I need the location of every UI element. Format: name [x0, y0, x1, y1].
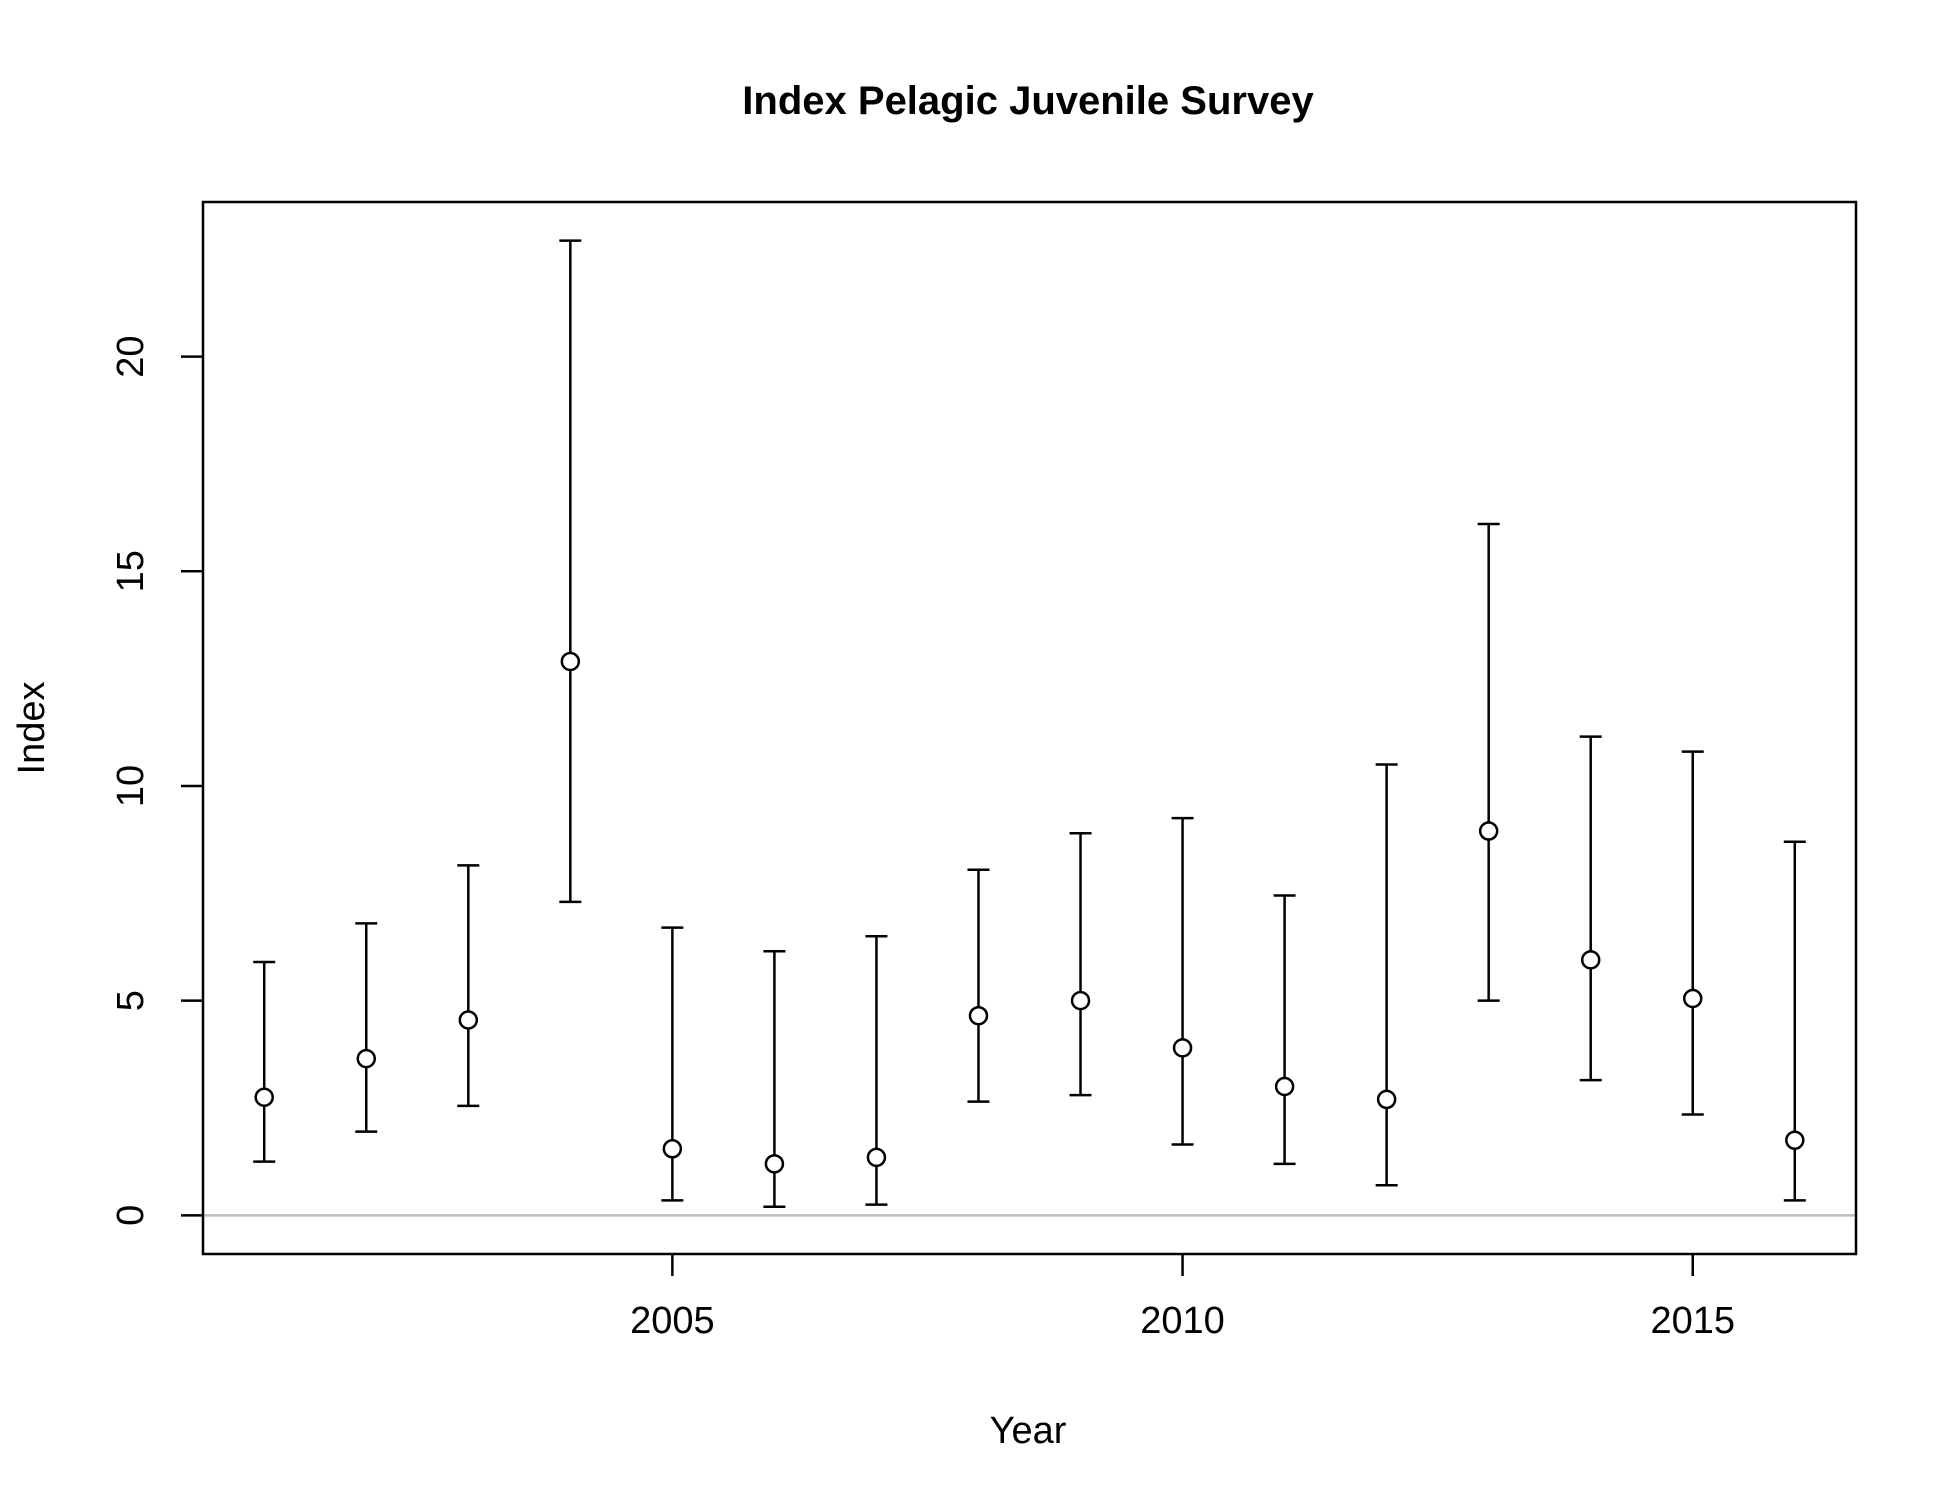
data-point-marker	[1580, 950, 1601, 970]
x-tick-label: 2005	[630, 1300, 715, 1342]
data-point-marker	[1274, 1076, 1295, 1097]
data-point-marker	[866, 1147, 887, 1168]
y-tick-label: 10	[110, 765, 152, 807]
data-point-marker	[1785, 1130, 1805, 1150]
y-tick-label: 15	[110, 550, 152, 592]
data-point-marker	[1478, 821, 1499, 841]
data-point-marker	[356, 1048, 377, 1069]
data-point-group	[1681, 750, 1704, 1116]
data-point-group	[355, 922, 378, 1133]
data-point-marker	[764, 1154, 785, 1174]
y-tick-label: 0	[110, 1205, 152, 1226]
data-point-group	[559, 239, 582, 904]
data-point-group	[865, 935, 888, 1206]
x-tick-label: 2015	[1650, 1300, 1735, 1342]
data-point-marker	[560, 651, 581, 672]
data-point-marker	[662, 1139, 683, 1159]
plot-area	[203, 239, 1856, 1217]
data-point-group	[1375, 763, 1398, 1187]
chart-title: Index Pelagic Juvenile Survey	[742, 79, 1314, 123]
data-point-marker	[1376, 1089, 1397, 1110]
data-point-group	[1171, 816, 1194, 1146]
data-point-marker	[1682, 988, 1703, 1009]
data-point-marker	[1070, 990, 1091, 1011]
data-point-group	[967, 868, 990, 1103]
y-tick-label: 20	[110, 335, 152, 377]
data-point-group	[1477, 522, 1500, 1002]
data-point-group	[253, 960, 276, 1163]
y-tick-label: 5	[110, 990, 152, 1011]
data-point-marker	[1172, 1038, 1193, 1058]
data-point-marker	[458, 1010, 479, 1030]
plot-frame	[201, 200, 1858, 1256]
data-point-group	[1579, 735, 1602, 1082]
x-tick-label: 2010	[1140, 1300, 1225, 1342]
data-point-marker	[254, 1087, 274, 1108]
x-axis: 2005 2010 2015	[630, 1254, 1735, 1342]
x-axis-label: Year	[990, 1410, 1067, 1452]
y-axis: 0 5 10 15 20	[110, 335, 203, 1226]
data-point-group	[1783, 840, 1806, 1202]
data-point-group	[763, 950, 786, 1209]
data-point-group	[1273, 894, 1296, 1166]
data-point-group	[661, 926, 684, 1202]
data-point-marker	[968, 1005, 989, 1026]
data-point-group	[457, 864, 480, 1108]
y-axis-label: Index	[11, 682, 53, 775]
data-point-group	[1069, 831, 1092, 1097]
